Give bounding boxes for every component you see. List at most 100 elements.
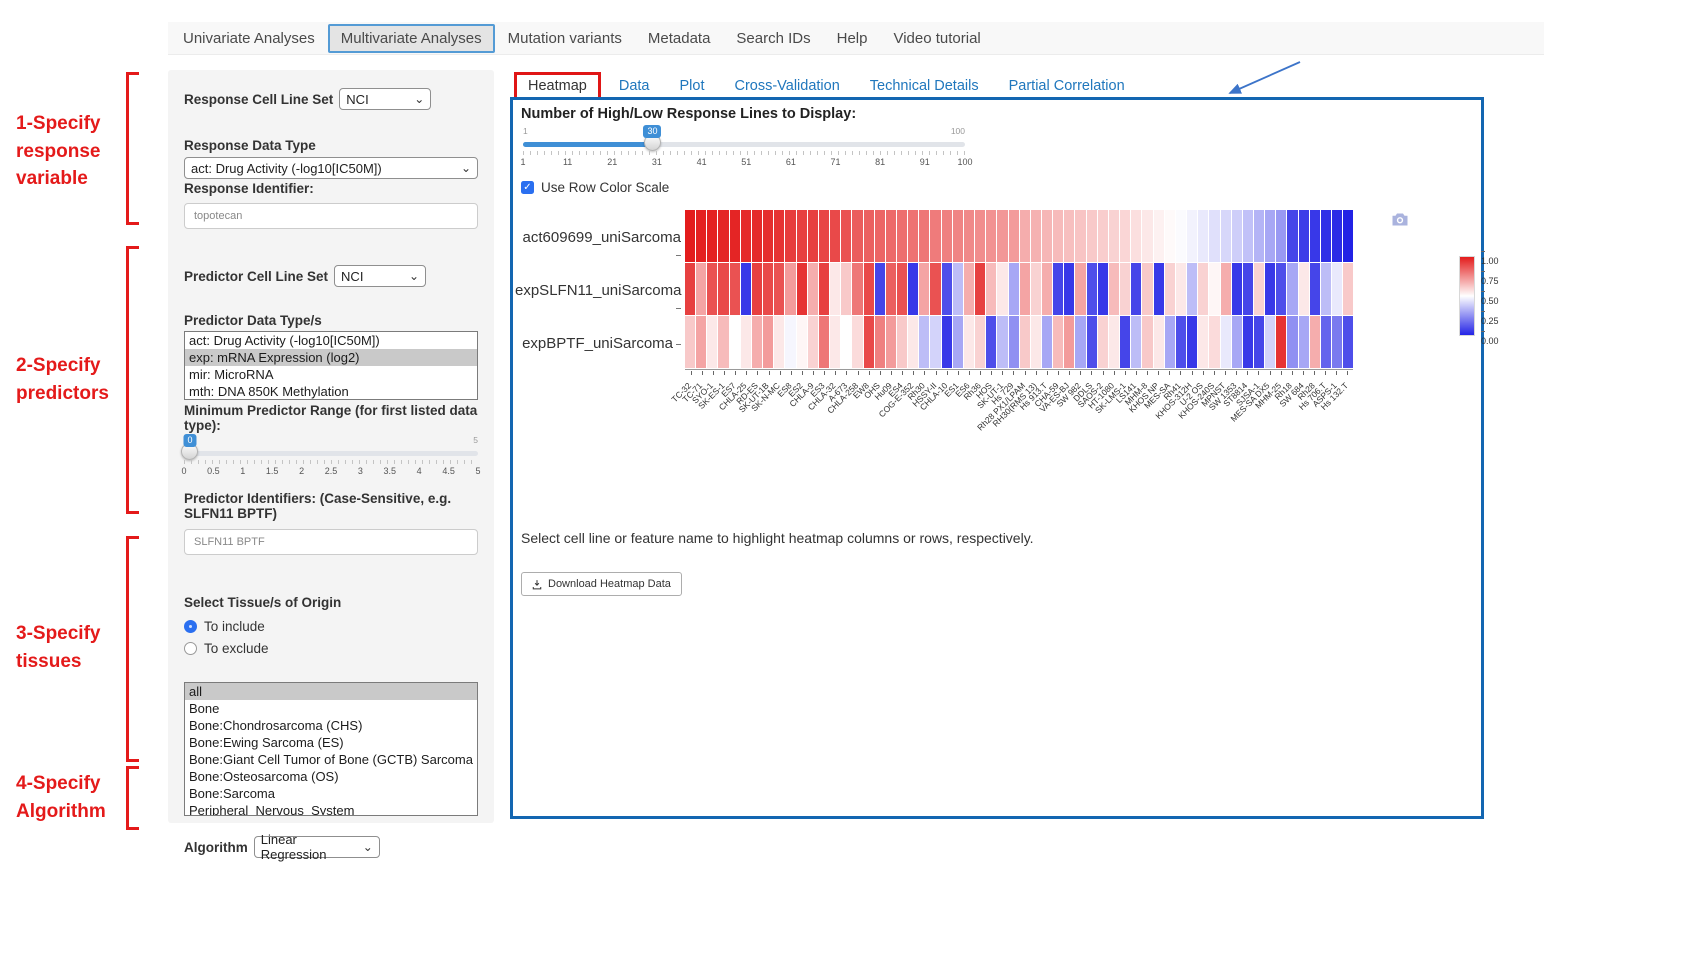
heatmap-row-label-act609699-unisarcoma[interactable]: act609699_uniSarcoma [515,229,681,263]
heatmap-cell [1176,316,1186,368]
response-data-type-select[interactable]: act: Drug Activity (-log10[IC50M]) ⌄ [184,157,478,179]
slider-tick-61: 61 [786,157,796,167]
slider-tick-1.5: 1.5 [266,466,279,476]
x-tick [791,371,792,375]
predictor-identifiers-input[interactable]: SLFN11 BPTF [184,529,478,555]
nav-tab-multivariate-analyses[interactable]: Multivariate Analyses [328,24,495,53]
heatmap-cell [1087,316,1097,368]
heatmap-cell [997,316,1007,368]
tissue-option-bone-giant-cell-tumor-of-bone-gctb-sarcoma[interactable]: Bone:Giant Cell Tumor of Bone (GCTB) Sar… [185,751,477,768]
colorbar-tick-1.00: 1.00 [1481,246,1499,266]
nav-tab-search-ids[interactable]: Search IDs [723,24,823,53]
response-data-type-label: Response Data Type [184,138,478,153]
heatmap-cell [930,263,940,315]
slider-tick-0.5: 0.5 [207,466,220,476]
heatmap-cell [1064,316,1074,368]
response-lines-slider[interactable]: 1 100 30 1112131415161718191100 [523,126,965,170]
tissue-option-bone-osteosarcoma-os[interactable]: Bone:Osteosarcoma (OS) [185,768,477,785]
tab-partial-correlation[interactable]: Partial Correlation [1009,78,1125,94]
heatmap-cell [1165,316,1175,368]
nav-tab-video-tutorial[interactable]: Video tutorial [880,24,993,53]
page: 1-Specify response variable 2-Specify pr… [0,0,1700,956]
heatmap-plot[interactable]: act609699_uniSarcoma expSLFN11_uniSarcoma… [513,200,1481,500]
annotation-bracket-3 [126,536,139,762]
radio-unselected-icon [184,642,197,655]
slider-tick-31: 31 [652,157,662,167]
tissue-option-peripheral-nervous-system[interactable]: Peripheral_Nervous_System [185,802,477,816]
x-tick [1225,371,1226,375]
heatmap-cell [975,316,985,368]
heatmap-cell [696,316,706,368]
tissue-listbox[interactable]: allBoneBone:Chondrosarcoma (CHS)Bone:Ewi… [184,682,478,816]
tissue-include-radio[interactable]: To include [184,619,478,634]
heatmap-cell [1098,210,1108,262]
tissue-exclude-radio[interactable]: To exclude [184,641,478,656]
slider-tick-1: 1 [240,466,245,476]
x-tick [691,371,692,375]
predictor-type-option-exp-mrna-expression-log2[interactable]: exp: mRNA Expression (log2) [185,349,477,366]
heatmap-cell [1243,316,1253,368]
colorbar-tick-0.50: 0.50 [1481,286,1499,306]
tab-technical-details[interactable]: Technical Details [870,78,979,94]
x-tick [1036,371,1037,375]
heatmap-cell [1009,316,1019,368]
x-tick [1047,371,1048,375]
heatmap-row-label-expslfn11-unisarcoma[interactable]: expSLFN11_uniSarcoma [515,282,681,316]
min-predictor-range-slider[interactable]: 5 0 00.511.522.533.544.55 [184,435,478,479]
chevron-down-icon: ⌄ [461,163,471,173]
annotation-step2: 2-Specify predictors [16,352,120,407]
heatmap-cell [1120,316,1130,368]
nav-tab-metadata[interactable]: Metadata [635,24,724,53]
nav-tab-mutation-variants[interactable]: Mutation variants [495,24,635,53]
nav-tab-help[interactable]: Help [824,24,881,53]
row-color-scale-checkbox[interactable]: ✓ Use Row Color Scale [521,180,669,195]
tab-heatmap[interactable]: Heatmap [514,72,601,100]
predictor-data-type-listbox[interactable]: act: Drug Activity (-log10[IC50M])exp: m… [184,331,478,400]
heatmap-cell [707,210,717,262]
heatmap-cell [1031,316,1041,368]
heatmap-grid[interactable] [685,210,1353,368]
tissue-option-bone-chondrosarcoma-chs[interactable]: Bone:Chondrosarcoma (CHS) [185,717,477,734]
tab-plot[interactable]: Plot [679,78,704,94]
tab-cross-validation[interactable]: Cross-Validation [734,78,839,94]
heatmap-cell [975,210,985,262]
predictor-type-option-mir-microrna[interactable]: mir: MicroRNA [185,366,477,383]
row-color-scale-label: Use Row Color Scale [541,180,669,195]
response-cell-line-set-label: Response Cell Line Set [184,92,333,107]
heatmap-cell [1299,263,1309,315]
predictor-type-option-act-drug-activity-log10-ic50m[interactable]: act: Drug Activity (-log10[IC50M]) [185,332,477,349]
slider-ticks [523,151,965,155]
heatmap-row-label-expbptf-unisarcoma[interactable]: expBPTF_uniSarcoma [515,335,681,352]
predictor-type-option-mth-dna-850k-methylation[interactable]: mth: DNA 850K Methylation [185,383,477,400]
camera-icon[interactable] [1391,212,1409,227]
predictor-cell-line-set-select[interactable]: NCI ⌄ [334,265,426,287]
x-tick [735,371,736,375]
x-tick [1214,371,1215,375]
tissue-option-bone-sarcoma[interactable]: Bone:Sarcoma [185,785,477,802]
algorithm-select[interactable]: Linear Regression ⌄ [254,836,380,858]
response-cell-line-set-value: NCI [346,92,368,107]
predictor-cell-line-set-value: NCI [341,269,363,284]
heatmap-cell [1064,210,1074,262]
heatmap-cell [986,263,996,315]
tab-data[interactable]: Data [619,78,650,94]
tissue-option-bone-ewing-sarcoma-es[interactable]: Bone:Ewing Sarcoma (ES) [185,734,477,751]
response-cell-line-set-select[interactable]: NCI ⌄ [339,88,431,110]
heatmap-cell [1075,210,1085,262]
x-tick [869,371,870,375]
heatmap-cell [1321,210,1331,262]
heatmap-cell [908,210,918,262]
x-tick [1058,371,1059,375]
response-identifier-input[interactable]: topotecan [184,203,478,229]
sidebar-panel: Response Cell Line Set NCI ⌄ Response Da… [168,70,494,823]
tissue-option-bone[interactable]: Bone [185,700,477,717]
slider-track[interactable] [184,451,478,456]
tissue-option-all[interactable]: all [185,683,477,700]
heatmap-cell [1020,263,1030,315]
heatmap-cell [797,316,807,368]
nav-tab-univariate-analyses[interactable]: Univariate Analyses [170,24,328,53]
heatmap-cell [1031,263,1041,315]
download-heatmap-data-button[interactable]: Download Heatmap Data [521,572,682,596]
heatmap-cell [875,210,885,262]
heatmap-cell [808,316,818,368]
